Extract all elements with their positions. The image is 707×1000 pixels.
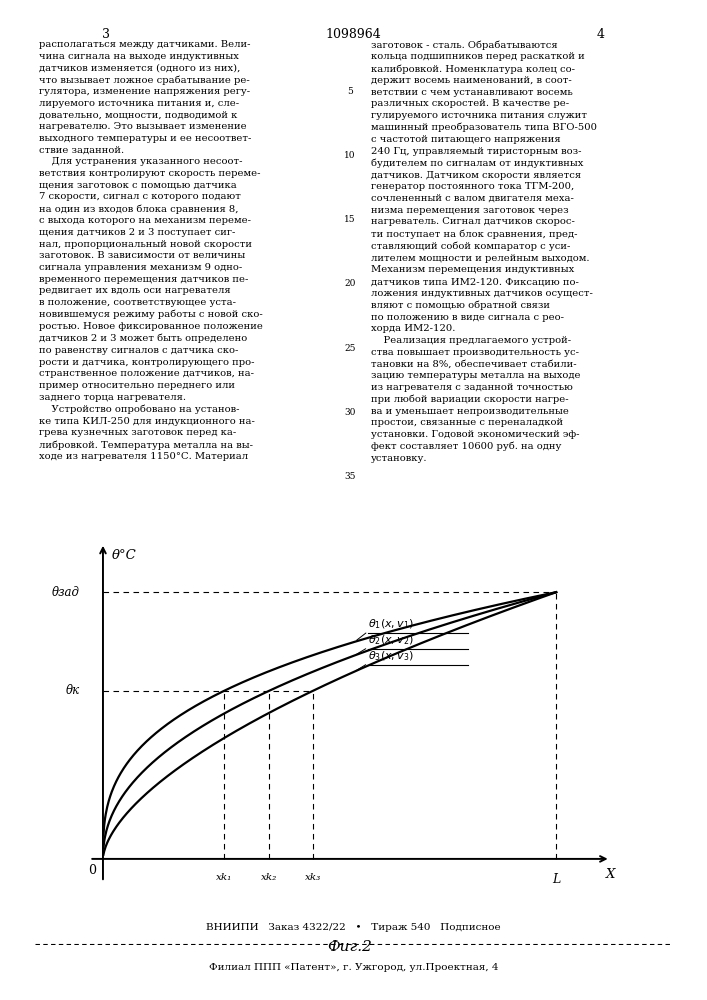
- Text: Филиал ППП «Патент», г. Ужгород, ул.Проектная, 4: Филиал ППП «Патент», г. Ужгород, ул.Прое…: [209, 964, 498, 972]
- Text: $\theta_2(x,v_2)$: $\theta_2(x,v_2)$: [368, 634, 414, 647]
- Text: $\theta_3(x,v_3)$: $\theta_3(x,v_3)$: [368, 650, 414, 663]
- Text: 4: 4: [597, 28, 605, 41]
- Text: 15: 15: [344, 215, 356, 224]
- Text: xk₂: xk₂: [261, 873, 277, 882]
- Text: θ°C: θ°C: [112, 549, 136, 562]
- Text: $\theta_1(x,v_1)$: $\theta_1(x,v_1)$: [368, 618, 414, 631]
- Text: 5: 5: [347, 87, 353, 96]
- Text: заготовок - сталь. Обрабатываются
кольца подшипников перед раскаткой и
калибровк: заготовок - сталь. Обрабатываются кольца…: [371, 40, 597, 463]
- Text: 25: 25: [344, 344, 356, 353]
- Text: 10: 10: [344, 151, 356, 160]
- Text: θзад: θзад: [52, 586, 81, 599]
- Text: 3: 3: [102, 28, 110, 41]
- Text: xk₃: xk₃: [305, 873, 321, 882]
- Text: θк: θк: [66, 684, 81, 697]
- Text: 35: 35: [344, 472, 356, 481]
- Text: L: L: [552, 873, 561, 886]
- Text: Фиг.2: Фиг.2: [327, 940, 373, 954]
- Text: располагаться между датчиками. Вели-
чина сигнала на выходе индуктивных
датчиков: располагаться между датчиками. Вели- чин…: [39, 40, 263, 461]
- Text: ВНИИПИ   Заказ 4322/22   •   Тираж 540   Подписное: ВНИИПИ Заказ 4322/22 • Тираж 540 Подписн…: [206, 924, 501, 932]
- Text: 0: 0: [88, 864, 95, 877]
- Text: 1098964: 1098964: [326, 28, 381, 41]
- Text: 20: 20: [344, 279, 356, 288]
- Text: 30: 30: [344, 408, 356, 417]
- Text: X: X: [606, 868, 615, 881]
- Text: xk₁: xk₁: [216, 873, 233, 882]
